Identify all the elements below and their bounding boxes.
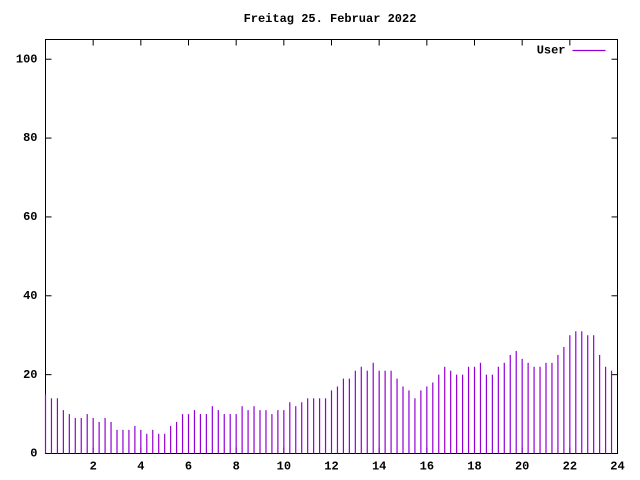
x-tick-label: 18 <box>467 460 481 474</box>
x-tick-label: 12 <box>324 460 338 474</box>
x-tick-label: 10 <box>277 460 291 474</box>
x-tick-label: 6 <box>185 460 192 474</box>
x-tick-label: 16 <box>420 460 434 474</box>
y-tick-label: 40 <box>23 289 37 303</box>
y-tick-label: 20 <box>23 368 37 382</box>
x-tick-label: 14 <box>372 460 386 474</box>
x-tick-label: 20 <box>515 460 529 474</box>
x-tick-label: 24 <box>610 460 624 474</box>
y-tick-label: 80 <box>23 131 37 145</box>
legend-label: User <box>537 44 566 58</box>
x-tick-label: 2 <box>90 460 97 474</box>
y-tick-label: 100 <box>16 52 38 66</box>
y-tick-label: 0 <box>30 447 37 461</box>
x-tick-label: 4 <box>137 460 144 474</box>
x-tick-label: 8 <box>233 460 240 474</box>
chart-title: Freitag 25. Februar 2022 <box>244 12 417 26</box>
x-tick-label: 22 <box>563 460 577 474</box>
y-tick-label: 60 <box>23 210 37 224</box>
